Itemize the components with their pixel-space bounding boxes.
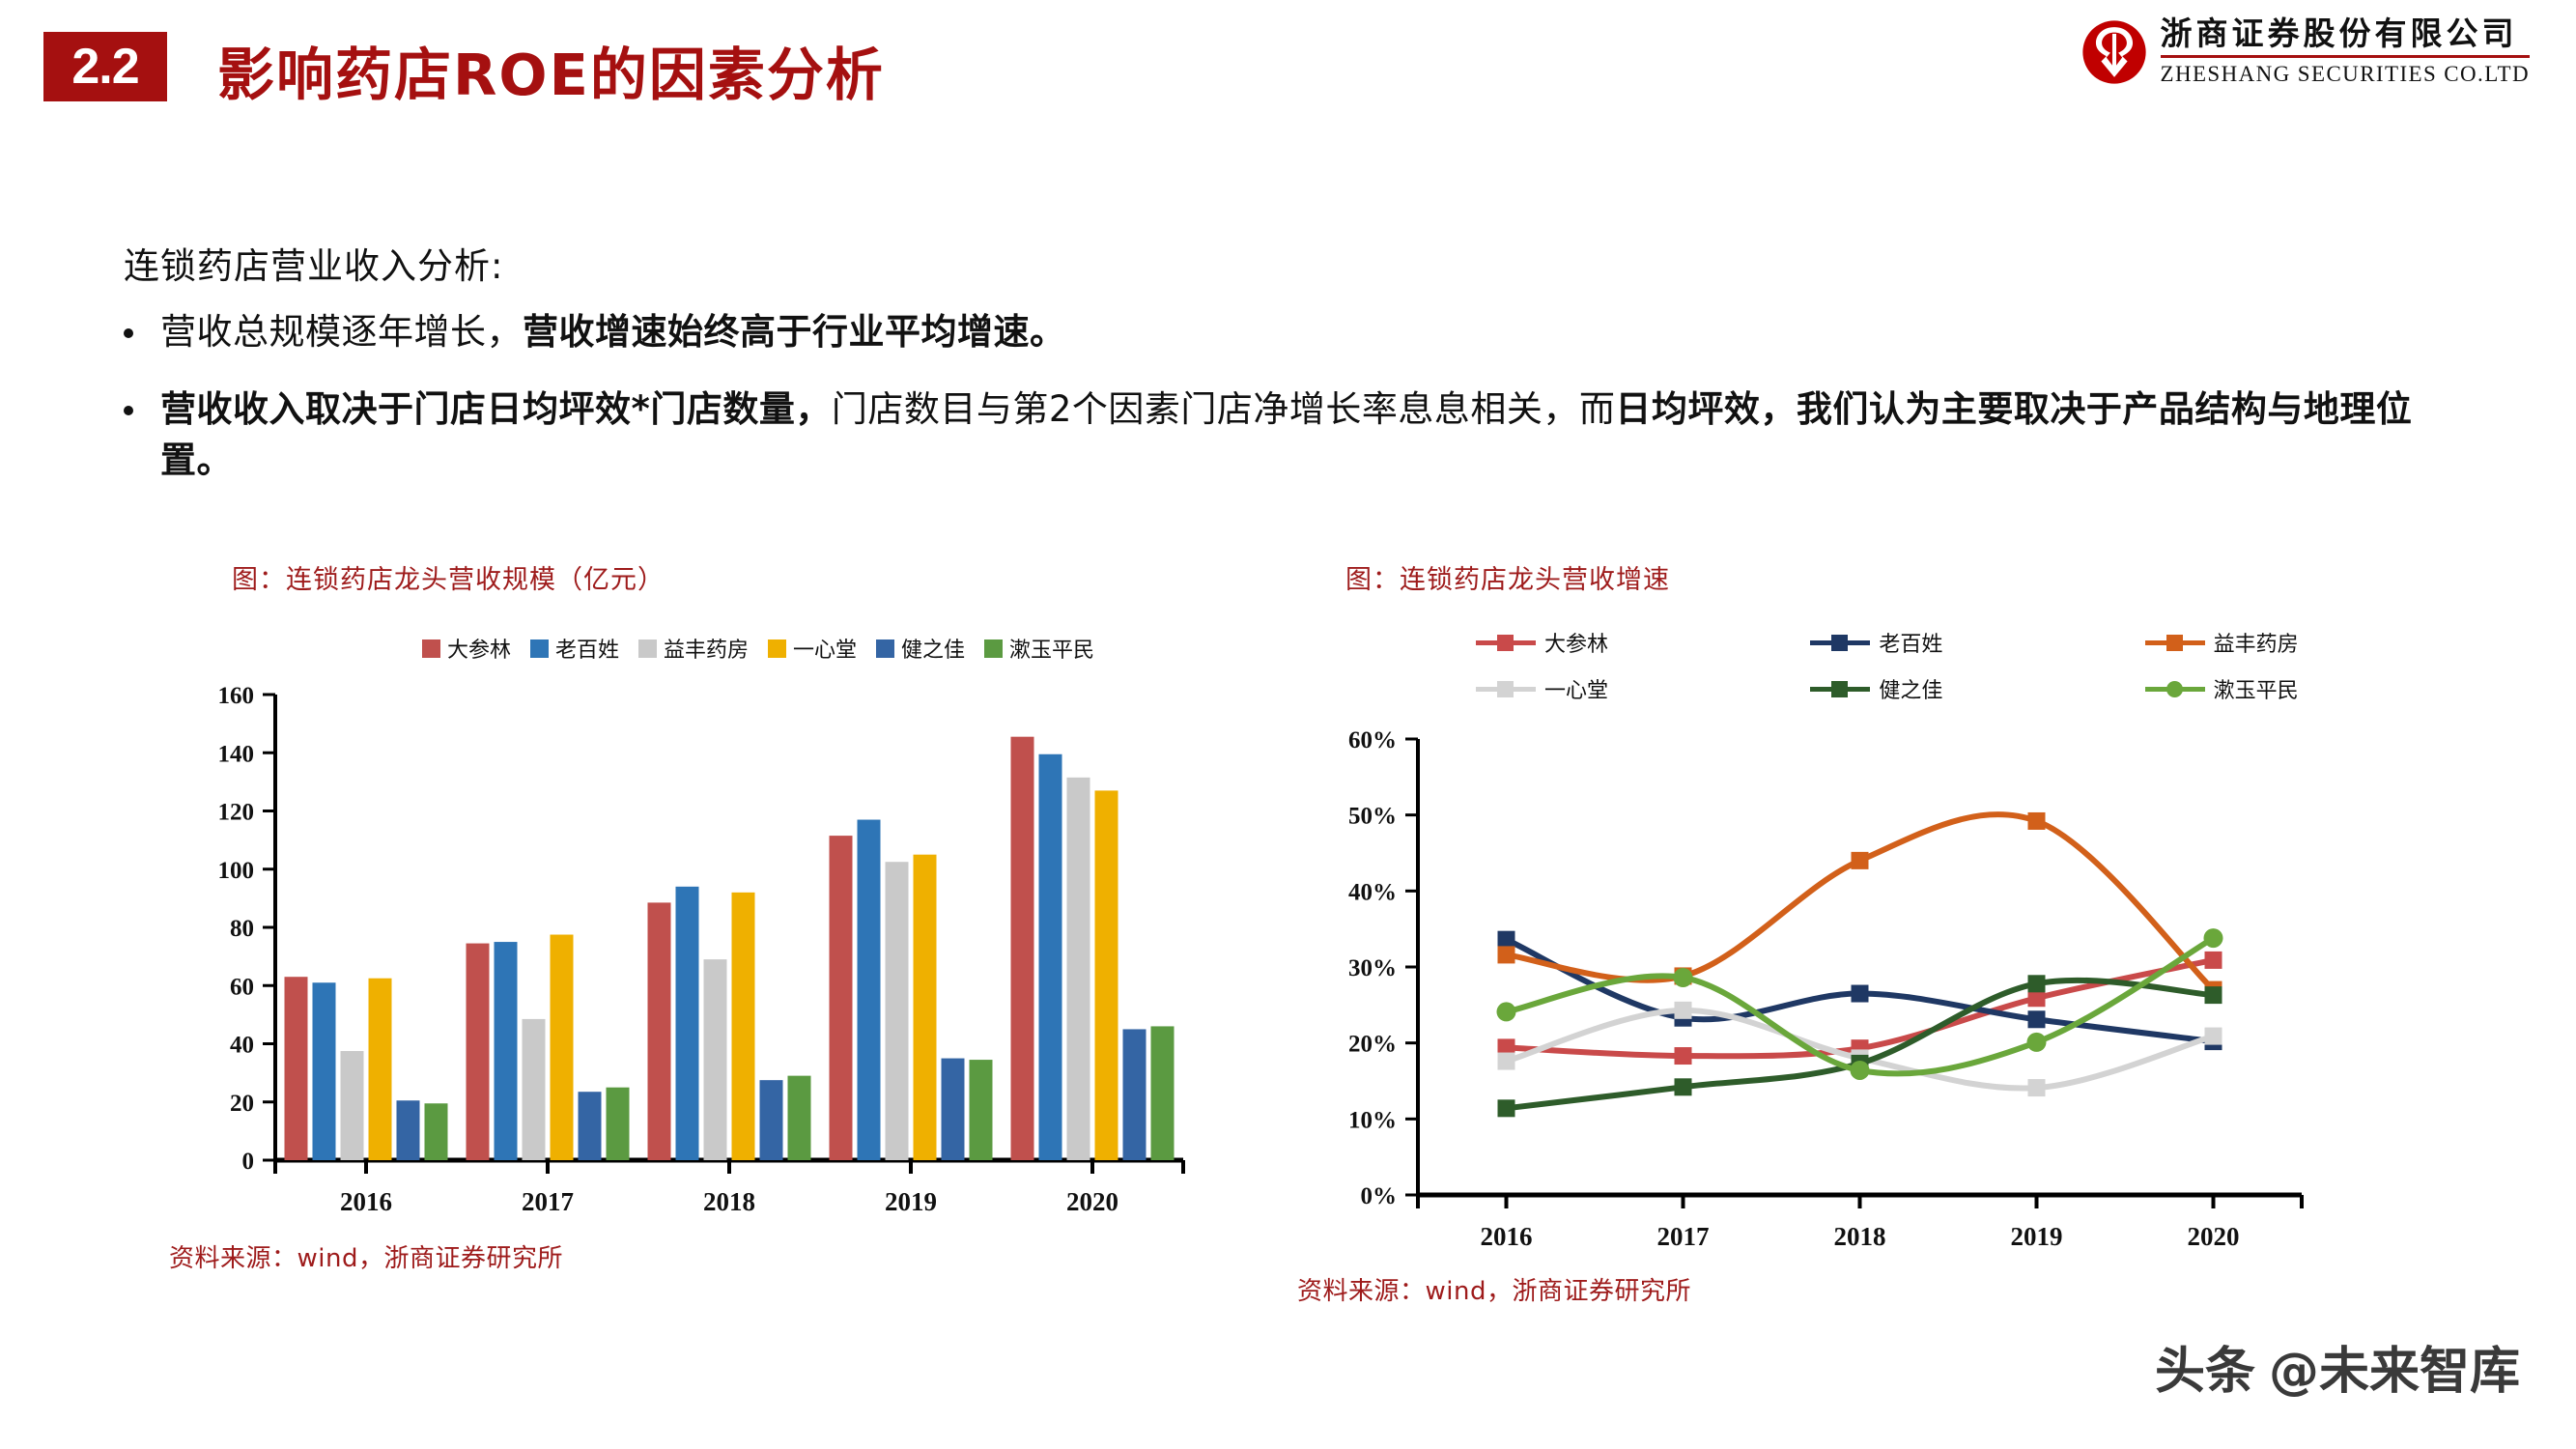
svg-text:2019: 2019 <box>2011 1222 2063 1251</box>
legend-label: 一心堂 <box>793 639 858 663</box>
legend-swatch-icon <box>421 639 440 658</box>
svg-text:2017: 2017 <box>522 1187 574 1216</box>
line-chart-plot: 0% 10% 20% 30% 40% 50% 60% 2016 2017 2018 2019 2020 <box>1348 727 2304 1251</box>
legend-line-marker-icon <box>1476 634 1536 651</box>
svg-text:2020: 2020 <box>2188 1222 2240 1251</box>
line-legend-item: 一心堂 <box>1476 673 1756 704</box>
line-chart-legend: 大参林 老百姓 益丰药房一心堂 健之佳 漱玉平民 <box>1476 627 2447 704</box>
svg-text:20: 20 <box>230 1091 254 1117</box>
lead-paragraph: 连锁药店营业收入分析: <box>124 245 504 287</box>
bullet-2-plain-a: 门店数目与第2个因素门店净增长率息息相关，而 <box>831 388 1616 430</box>
svg-text:0%: 0% <box>1361 1183 1398 1209</box>
legend-swatch-icon <box>529 639 549 658</box>
legend-label: 健之佳 <box>1879 679 1943 703</box>
company-logo: 浙商证券股份有限公司 ZHESHANG SECURITIES CO.LTD <box>2081 16 2530 87</box>
company-name-cn: 浙商证券股份有限公司 <box>2160 16 2530 58</box>
bullet-2-text: 营收收入取决于门店日均坪效*门店数量，门店数目与第2个因素门店净增长率息息相关，… <box>160 384 2461 486</box>
bullet-2-bold-b: 日均坪效，我们认为主要取决于产品结构与地理位置。 <box>160 388 2413 481</box>
svg-text:60: 60 <box>230 974 254 1000</box>
svg-text:10%: 10% <box>1348 1107 1397 1133</box>
left-chart-panel: 图：连锁药店龙头营收规模（亿元） 大参林 老百姓 益丰药房 一心堂 健之佳 漱玉平民 0 2… <box>169 558 1294 1274</box>
svg-text:30%: 30% <box>1348 955 1397 981</box>
bar-legend-item: 益丰药房 <box>637 633 749 664</box>
legend-line-marker-icon <box>2144 680 2205 697</box>
bar-chart-plot: 0 20 40 60 80 100 120 140 160 2016 2017 2018 2019 202… <box>218 683 1185 1216</box>
svg-text:140: 140 <box>218 741 255 767</box>
legend-swatch-icon <box>984 639 1004 658</box>
toutiao-logo-icon: 头条 <box>2154 1343 2255 1401</box>
svg-text:80: 80 <box>230 916 254 942</box>
svg-text:50%: 50% <box>1348 804 1397 830</box>
legend-line-marker-icon <box>1810 680 1871 697</box>
bullet-1-text: 营收总规模逐年增长，营收增速始终高于行业平均增速。 <box>160 307 1066 358</box>
legend-label: 大参林 <box>446 639 511 663</box>
svg-text:2018: 2018 <box>703 1187 755 1216</box>
legend-swatch-icon <box>876 639 895 658</box>
page-title: 影响药店ROE的因素分析 <box>217 42 885 108</box>
svg-text:2016: 2016 <box>340 1187 392 1216</box>
watermark: 头条 @未来智库 <box>2155 1330 2520 1403</box>
watermark-text: @未来智库 <box>2268 1343 2520 1401</box>
svg-text:20%: 20% <box>1348 1032 1397 1058</box>
legend-label: 漱玉平民 <box>1009 639 1095 663</box>
legend-label: 大参林 <box>1544 633 1609 657</box>
legend-label: 益丰药房 <box>2213 633 2299 657</box>
svg-text:160: 160 <box>218 683 255 709</box>
zheshang-securities-logo-icon <box>2081 20 2146 84</box>
bullet-2-bold-a: 营收收入取决于门店日均坪效*门店数量， <box>160 388 832 430</box>
legend-label: 漱玉平民 <box>2213 679 2299 703</box>
bullet-dot-icon <box>124 328 133 338</box>
legend-label: 益丰药房 <box>663 639 749 663</box>
bar-legend-item: 老百姓 <box>529 633 619 664</box>
legend-label: 老百姓 <box>554 639 619 663</box>
line-legend-item: 老百姓 <box>1810 627 2090 658</box>
bullet-dot-icon <box>124 406 133 415</box>
bar-legend-item: 漱玉平民 <box>984 633 1094 664</box>
left-chart-title: 图：连锁药店龙头营收规模（亿元） <box>232 565 665 595</box>
svg-text:2017: 2017 <box>1657 1222 1710 1251</box>
logo-text-block: 浙商证券股份有限公司 ZHESHANG SECURITIES CO.LTD <box>2160 16 2530 87</box>
svg-text:2018: 2018 <box>1834 1222 1886 1251</box>
line-legend-item: 健之佳 <box>1810 673 2090 704</box>
bar-legend-item: 一心堂 <box>768 633 857 664</box>
svg-text:40%: 40% <box>1348 879 1397 905</box>
bar-legend-item: 健之佳 <box>876 633 965 664</box>
bullet-1-bold: 营收增速始终高于行业平均增速。 <box>523 311 1066 353</box>
bar-chart-legend: 大参林 老百姓 益丰药房 一心堂 健之佳 漱玉平民 <box>222 633 1294 664</box>
bullet-item-2: 营收收入取决于门店日均坪效*门店数量，门店数目与第2个因素门店净增长率息息相关，… <box>124 384 2461 486</box>
line-legend-item: 大参林 <box>1476 627 1756 658</box>
bullet-item-1: 营收总规模逐年增长，营收增速始终高于行业平均增速。 <box>124 307 1766 358</box>
right-chart-source: 资料来源：wind，浙商证券研究所 <box>1297 1277 1691 1306</box>
line-legend-item: 漱玉平民 <box>2144 673 2447 704</box>
svg-text:40: 40 <box>230 1033 254 1059</box>
svg-text:60%: 60% <box>1348 727 1397 753</box>
svg-text:2020: 2020 <box>1066 1187 1118 1216</box>
legend-swatch-icon <box>637 639 657 658</box>
legend-line-marker-icon <box>2144 634 2205 651</box>
bar-legend-item: 大参林 <box>421 633 511 664</box>
svg-text:100: 100 <box>218 858 255 884</box>
left-chart-source: 资料来源：wind，浙商证券研究所 <box>169 1244 563 1273</box>
legend-line-marker-icon <box>1476 680 1536 697</box>
legend-swatch-icon <box>768 639 786 658</box>
svg-text:2016: 2016 <box>1481 1222 1533 1251</box>
section-number-badge: 2.2 <box>43 32 167 101</box>
legend-label: 健之佳 <box>901 639 966 663</box>
right-chart-title: 图：连锁药店龙头营收增速 <box>1345 565 1670 595</box>
company-name-en: ZHESHANG SECURITIES CO.LTD <box>2160 61 2530 86</box>
bullet-1-plain: 营收总规模逐年增长， <box>160 311 523 353</box>
svg-text:0: 0 <box>242 1149 255 1175</box>
legend-label: 一心堂 <box>1544 679 1609 703</box>
svg-text:120: 120 <box>218 800 255 826</box>
line-legend-item: 益丰药房 <box>2144 627 2447 658</box>
legend-line-marker-icon <box>1810 634 1871 651</box>
legend-label: 老百姓 <box>1879 633 1943 657</box>
svg-text:2019: 2019 <box>885 1187 937 1216</box>
right-chart-panel: 图：连锁药店龙头营收增速 大参林 老百姓 益丰药房一心堂 健之佳 漱玉平民 0% 10% 2… <box>1297 558 2447 1307</box>
